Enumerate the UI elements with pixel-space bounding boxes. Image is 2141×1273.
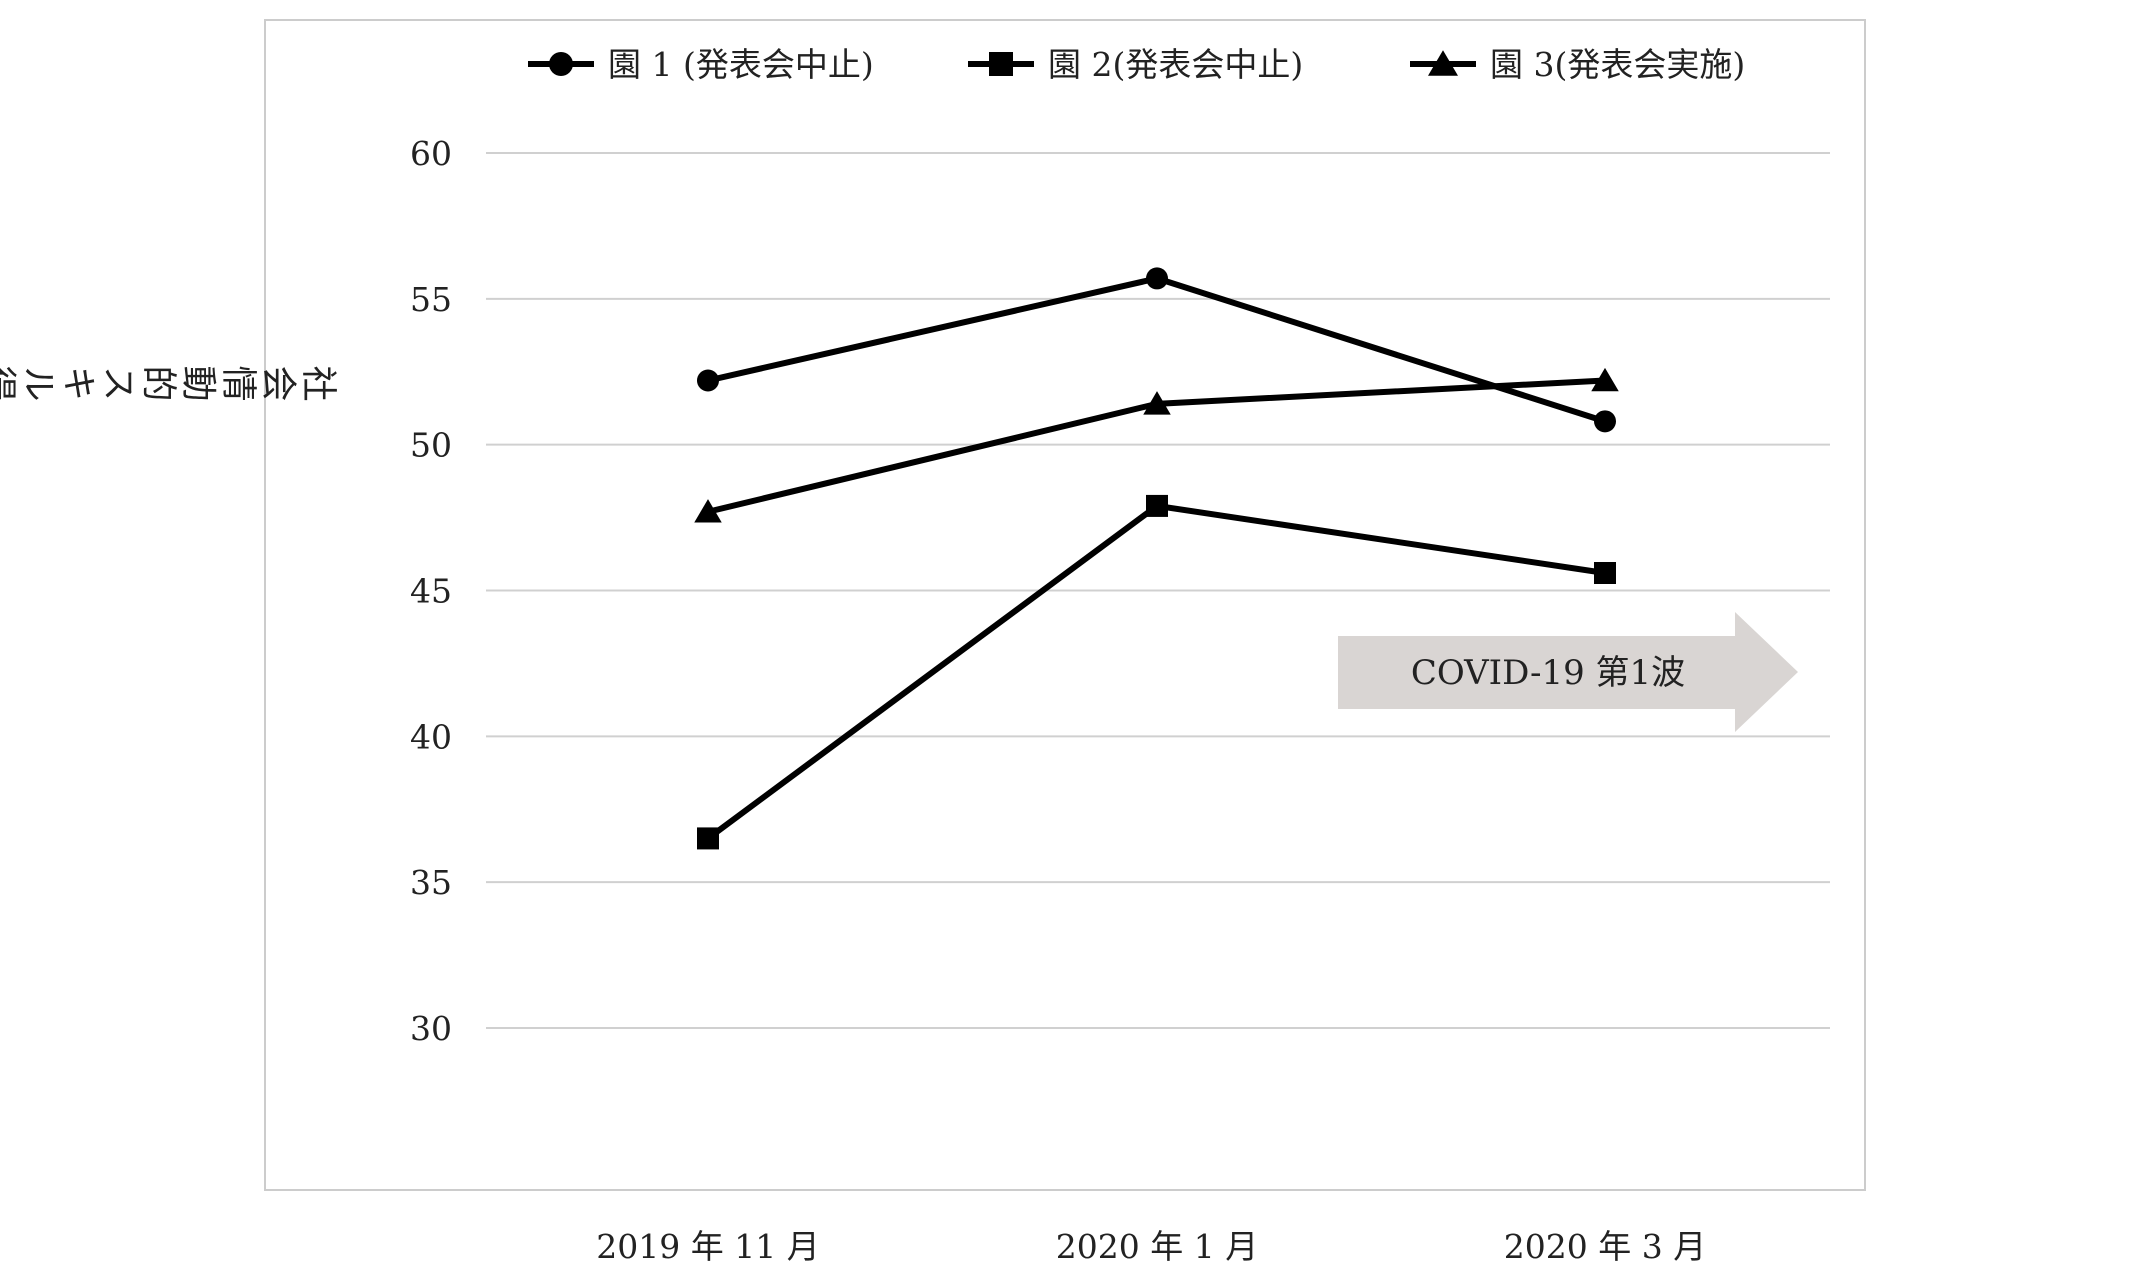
series-3	[694, 367, 1619, 523]
x-tick-label: 2020 年 3 月	[1504, 1227, 1706, 1266]
legend-label: 園 1 (発表会中止)	[608, 45, 874, 84]
covid-annotation: COVID-19 第1波	[1338, 612, 1798, 732]
y-tick-label: 55	[410, 280, 452, 319]
legend-item-1: 園 1 (発表会中止)	[528, 45, 874, 84]
y-tick-label: 45	[410, 572, 452, 611]
gridlines	[486, 152, 1830, 1029]
legend-item-2: 園 2(発表会中止)	[968, 45, 1303, 84]
y-tick-label: 30	[410, 1009, 452, 1048]
data-point-circle	[1146, 267, 1168, 290]
y-axis-ticks: 30 35 40 45 50 55 60	[410, 134, 452, 1048]
x-tick-label: 2020 年 1 月	[1056, 1227, 1258, 1266]
legend-label: 園 2(発表会中止)	[1048, 45, 1303, 84]
y-axis-label: 社会情動的スキル得点	[0, 360, 338, 402]
y-tick-label: 35	[410, 863, 452, 902]
annotation-text: COVID-19 第1波	[1411, 653, 1685, 693]
data-point-square	[989, 52, 1013, 76]
annotation-arrow	[1338, 612, 1798, 732]
data-point-triangle	[694, 499, 722, 523]
data-point-triangle	[1428, 50, 1458, 76]
data-point-circle	[549, 52, 573, 76]
y-tick-label: 50	[410, 426, 452, 465]
data-point-square	[1594, 562, 1616, 584]
legend: 園 1 (発表会中止) 園 2(発表会中止) 園 3(発表会実施)	[528, 45, 1745, 84]
series-1	[697, 267, 1616, 433]
data-point-circle	[697, 369, 719, 392]
series-2	[697, 494, 1616, 850]
x-tick-label: 2019 年 11 月	[596, 1227, 819, 1266]
y-tick-label: 60	[410, 134, 452, 173]
data-point-square	[697, 827, 719, 850]
series-group	[694, 267, 1619, 850]
y-tick-label: 40	[410, 717, 452, 756]
legend-item-3: 園 3(発表会実施)	[1410, 45, 1745, 84]
x-axis-categories: 2019 年 11 月 2020 年 1 月 2020 年 3 月	[596, 1227, 1706, 1266]
data-point-circle	[1594, 410, 1616, 433]
data-point-triangle	[1591, 367, 1619, 392]
data-point-triangle	[1143, 391, 1171, 415]
chart-frame	[264, 19, 1866, 1191]
legend-label: 園 3(発表会実施)	[1490, 45, 1745, 84]
data-point-square	[1146, 494, 1168, 517]
